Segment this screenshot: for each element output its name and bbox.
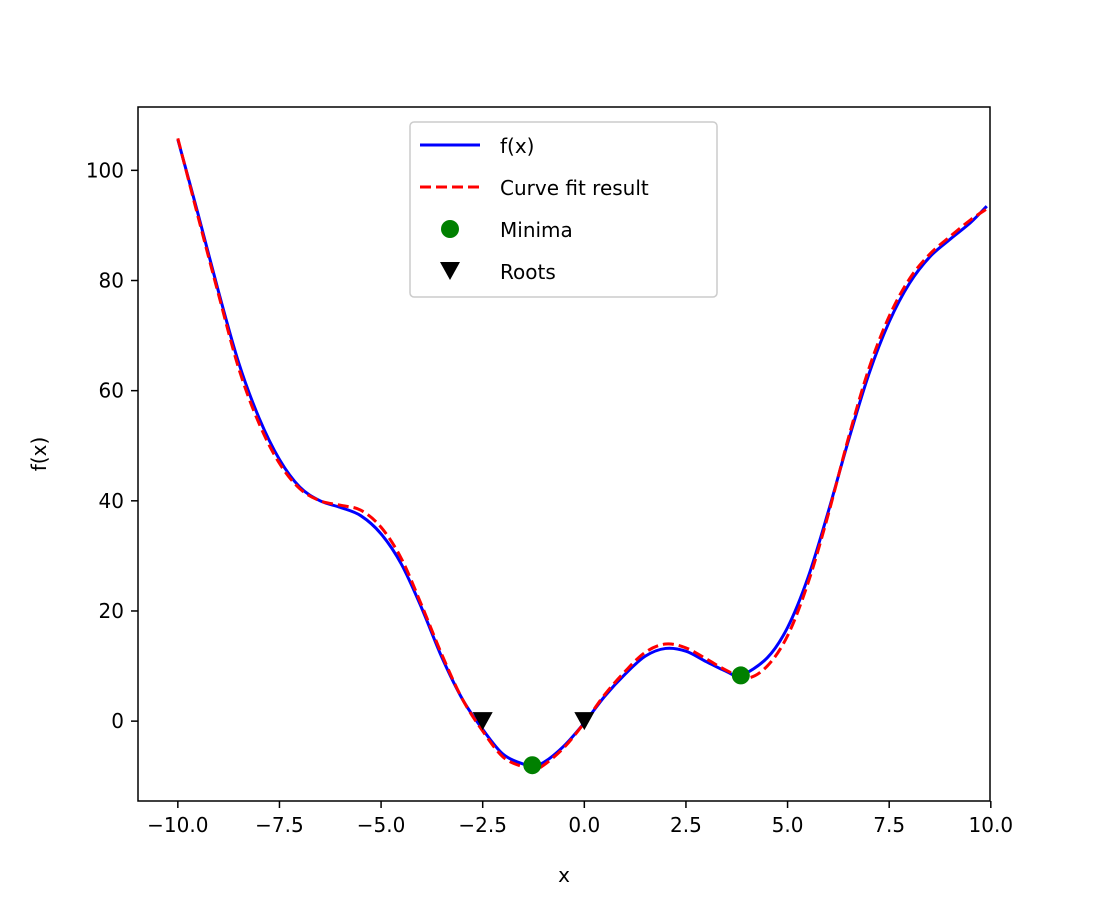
x-tick-label: 2.5 bbox=[670, 813, 702, 837]
y-axis-title: f(x) bbox=[27, 437, 51, 471]
x-axis-title: x bbox=[558, 863, 570, 887]
x-tick-label: −2.5 bbox=[458, 813, 507, 837]
root-point bbox=[472, 712, 493, 731]
legend-swatch-roots bbox=[440, 262, 460, 280]
x-tick-label: 5.0 bbox=[772, 813, 804, 837]
y-tick-label: 0 bbox=[111, 709, 124, 733]
x-tick-label: 0.0 bbox=[568, 813, 600, 837]
y-tick-label: 100 bbox=[86, 158, 124, 182]
legend: f(x) Curve fit result Minima Roots bbox=[409, 121, 718, 298]
legend-label-minima: Minima bbox=[500, 218, 573, 242]
x-tick-label: −10.0 bbox=[147, 813, 208, 837]
legend-box bbox=[409, 121, 718, 298]
y-tick-label: 40 bbox=[99, 489, 124, 513]
plot-area-frame bbox=[137, 106, 991, 802]
x-tick-label: −7.5 bbox=[255, 813, 304, 837]
y-axis: 0 20 40 60 80 100 bbox=[86, 158, 138, 733]
x-tick-label: 10.0 bbox=[969, 813, 1014, 837]
minima-point bbox=[523, 756, 542, 775]
x-tick-label: 7.5 bbox=[873, 813, 905, 837]
legend-label-fx: f(x) bbox=[500, 134, 534, 158]
legend-label-curve-fit: Curve fit result bbox=[500, 176, 649, 200]
minima-point bbox=[731, 666, 750, 685]
y-tick-label: 80 bbox=[99, 269, 124, 293]
x-axis: −10.0 −7.5 −5.0 −2.5 0.0 2.5 5.0 7.5 10.0 bbox=[147, 801, 1013, 837]
legend-swatch-minima bbox=[441, 220, 459, 238]
root-point bbox=[574, 712, 595, 731]
y-tick-label: 60 bbox=[99, 379, 124, 403]
legend-label-roots: Roots bbox=[500, 260, 556, 284]
y-tick-label: 20 bbox=[99, 599, 124, 623]
series-line-curve-fit-result bbox=[176, 138, 988, 771]
x-tick-label: −5.0 bbox=[357, 813, 406, 837]
